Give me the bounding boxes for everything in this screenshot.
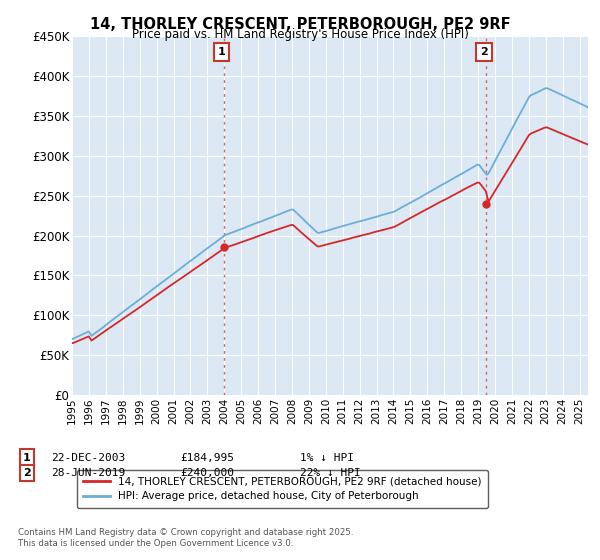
Legend: 14, THORLEY CRESCENT, PETERBOROUGH, PE2 9RF (detached house), HPI: Average price: 14, THORLEY CRESCENT, PETERBOROUGH, PE2 … <box>77 470 488 507</box>
Text: Price paid vs. HM Land Registry's House Price Index (HPI): Price paid vs. HM Land Registry's House … <box>131 28 469 41</box>
Text: £184,995: £184,995 <box>180 452 234 463</box>
Text: 14, THORLEY CRESCENT, PETERBOROUGH, PE2 9RF: 14, THORLEY CRESCENT, PETERBOROUGH, PE2 … <box>89 17 511 32</box>
Text: 2: 2 <box>23 468 31 478</box>
Text: £240,000: £240,000 <box>180 468 234 478</box>
Text: 1% ↓ HPI: 1% ↓ HPI <box>300 452 354 463</box>
Text: Contains HM Land Registry data © Crown copyright and database right 2025.
This d: Contains HM Land Registry data © Crown c… <box>18 528 353 548</box>
Text: 1: 1 <box>23 452 31 463</box>
Text: 1: 1 <box>218 48 226 57</box>
Text: 28-JUN-2019: 28-JUN-2019 <box>51 468 125 478</box>
Text: 22-DEC-2003: 22-DEC-2003 <box>51 452 125 463</box>
Text: 22% ↓ HPI: 22% ↓ HPI <box>300 468 361 478</box>
Text: 2: 2 <box>480 48 488 57</box>
